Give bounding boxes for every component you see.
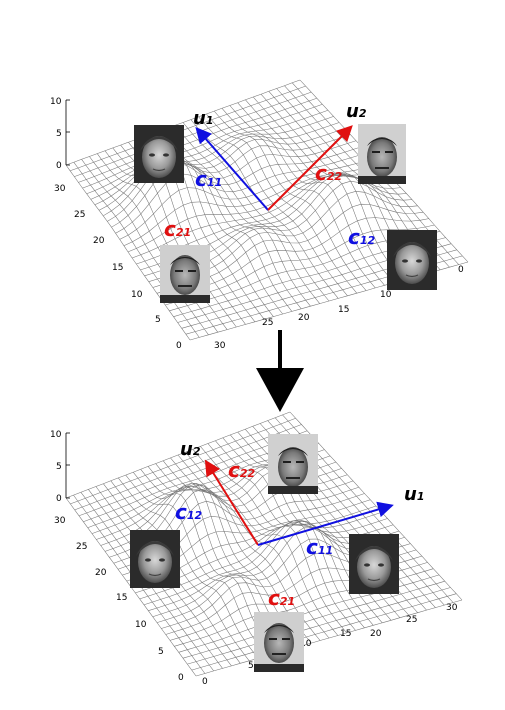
bottom-z-tick-5: 5 [56, 462, 62, 472]
bottom-c11-label: c11 [306, 535, 333, 559]
top-left-axis: 30 25 20 15 10 5 0 [54, 184, 182, 351]
bottom-c22-label: c22 [228, 458, 256, 482]
top-c12-label: c12 [348, 225, 376, 249]
bottom-z-axis: 10 5 0 [50, 430, 70, 504]
bottom-u2-arrow [204, 459, 259, 546]
bottom-front-tick-20: 20 [370, 629, 382, 639]
bottom-front-tick-0: 0 [202, 677, 208, 687]
top-z-tick-0: 0 [56, 161, 62, 171]
top-c22-label: c22 [315, 161, 343, 185]
top-z-tick-10: 10 [50, 97, 62, 107]
top-left-tick-15: 15 [112, 263, 123, 273]
top-woman-face-2 [387, 230, 437, 290]
top-man-face-2 [160, 245, 210, 303]
mesh-line [289, 411, 463, 601]
top-left-tick-0: 0 [176, 341, 182, 351]
top-front-tick-0: 0 [458, 265, 464, 275]
top-left-tick-10: 10 [131, 290, 143, 300]
bottom-front-tick-15: 15 [340, 629, 351, 639]
bottom-front-tick-10: 10 [300, 639, 312, 649]
top-front-tick-25: 25 [262, 318, 273, 328]
mesh-line [187, 587, 451, 665]
bottom-front-tick-30: 30 [446, 603, 458, 613]
bottom-left-tick-0: 0 [178, 673, 184, 683]
top-left-tick-25: 25 [74, 210, 85, 220]
top-c21-label: c21 [164, 217, 191, 241]
mesh-line [182, 580, 445, 659]
bottom-left-tick-25: 25 [76, 542, 87, 552]
top-z-axis: 10 5 0 [50, 97, 70, 171]
bottom-woman-face-1 [130, 530, 180, 588]
top-front-tick-20: 20 [298, 313, 310, 323]
top-left-tick-5: 5 [155, 315, 161, 325]
mesh-line [191, 593, 457, 671]
top-woman-face-1 [134, 125, 184, 183]
bottom-front-tick-5: 5 [248, 661, 254, 671]
top-u2-arrow [267, 125, 353, 211]
bottom-woman-face-2 [349, 534, 399, 594]
top-front-tick-30: 30 [214, 341, 226, 351]
bottom-u2-label: u2 [180, 439, 201, 460]
top-left-tick-20: 20 [93, 236, 105, 246]
bottom-u1-arrow [257, 501, 394, 546]
bottom-left-tick-30: 30 [54, 516, 66, 526]
top-front-tick-15: 15 [338, 305, 349, 315]
bottom-left-tick-5: 5 [158, 647, 164, 657]
bottom-front-axis: 0 5 10 15 20 25 30 [202, 603, 458, 687]
top-surface-mesh [65, 79, 469, 341]
bottom-man-face-2 [254, 612, 304, 672]
bottom-c12-label: c12 [175, 500, 203, 524]
bottom-z-tick-10: 10 [50, 430, 62, 440]
bottom-left-tick-20: 20 [95, 568, 107, 578]
bottom-z-tick-0: 0 [56, 494, 62, 504]
top-c11-label: c11 [195, 167, 222, 191]
top-front-tick-10: 10 [380, 290, 392, 300]
mesh-line [195, 599, 463, 677]
top-u2-label: u2 [346, 101, 367, 122]
top-u1-arrow [195, 126, 269, 211]
mesh-line [94, 122, 340, 206]
top-panel: 10 5 0 30 25 20 15 10 5 0 30 25 20 15 10… [50, 79, 469, 351]
bottom-left-tick-15: 15 [116, 593, 127, 603]
bottom-man-face-1 [268, 434, 318, 494]
top-left-tick-30: 30 [54, 184, 66, 194]
bottom-c21-label: c21 [268, 586, 295, 610]
transform-down-arrow [256, 330, 304, 412]
bottom-left-tick-10: 10 [135, 620, 147, 630]
top-man-face-1 [358, 124, 406, 184]
bottom-panel: 10 5 0 30 25 20 15 10 5 0 0 5 10 15 20 2… [50, 411, 463, 687]
top-u1-label: u1 [193, 108, 213, 129]
top-z-tick-5: 5 [56, 129, 62, 139]
bottom-front-tick-25: 25 [406, 615, 417, 625]
bottom-left-axis: 30 25 20 15 10 5 0 [54, 516, 184, 683]
bottom-u1-label: u1 [404, 484, 424, 505]
